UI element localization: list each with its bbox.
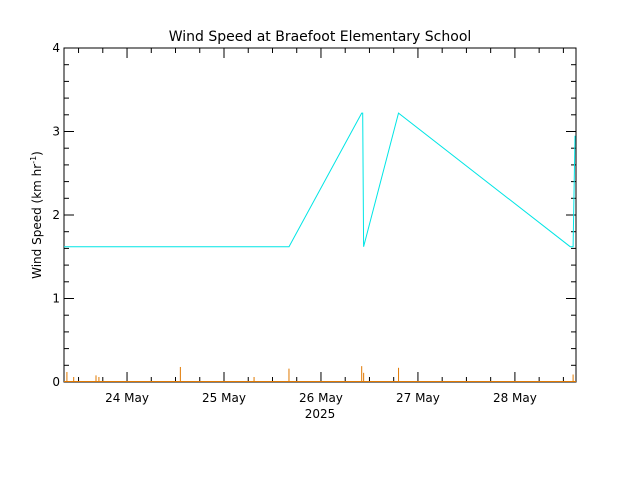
chart-title: Wind Speed at Braefoot Elementary School	[169, 29, 472, 45]
y-axis-label: Wind Speed (km hr-1)	[29, 151, 44, 279]
x-tick-label: 25 May	[202, 391, 246, 405]
x-axis-year-label: 2025	[305, 407, 336, 421]
plot-frame	[63, 47, 577, 383]
x-tick-label: 28 May	[493, 391, 537, 405]
y-tick-label: 2	[52, 208, 60, 222]
y-tick-label: 3	[52, 125, 60, 139]
y-tick-label: 4	[52, 41, 60, 55]
y-axis-label-text: Wind Speed (km hr	[30, 164, 44, 279]
wind-speed-line	[64, 112, 576, 248]
x-tick-label: 24 May	[105, 391, 149, 405]
x-tick-label: 26 May	[299, 391, 343, 405]
y-tick-label: 1	[52, 292, 60, 306]
y-tick-label: 0	[52, 375, 60, 389]
y-axis-label-superscript: -1	[29, 156, 38, 164]
x-tick-label: 27 May	[396, 391, 440, 405]
plot-area: 0 1 2 3 4 24 May 25 May 26 May 27 May 28 May	[52, 41, 577, 405]
y-axis-label-close: )	[30, 151, 44, 156]
